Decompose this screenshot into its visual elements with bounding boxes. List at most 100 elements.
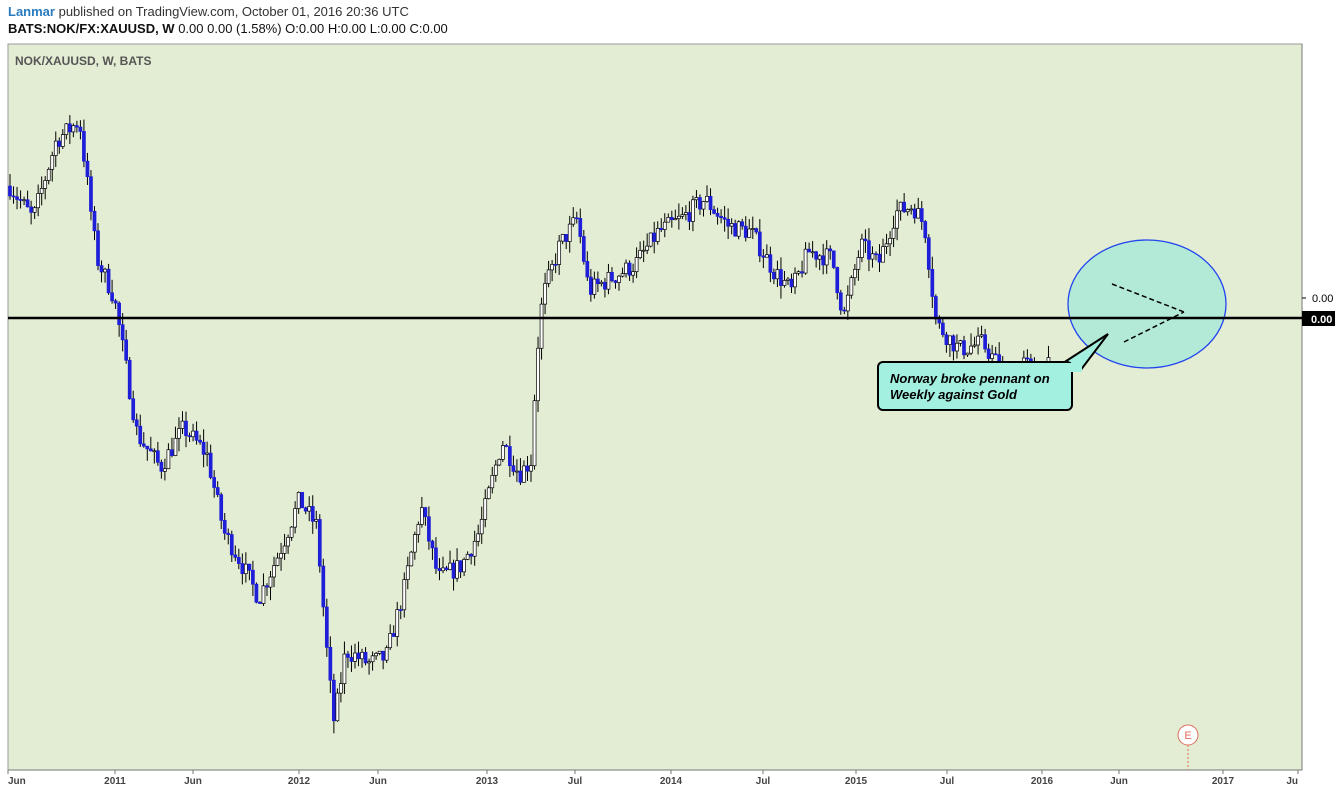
candle-body — [659, 228, 664, 230]
candle-body — [455, 560, 459, 579]
candle-body — [451, 562, 456, 579]
candle-body — [500, 445, 505, 460]
price-scale[interactable] — [1302, 44, 1343, 770]
candle-body — [888, 238, 892, 245]
candle-body — [314, 519, 319, 522]
candle-body — [610, 271, 614, 282]
candle-body — [578, 218, 583, 237]
candle-body — [29, 206, 33, 213]
candle-body — [923, 221, 928, 239]
candle-body — [912, 208, 917, 219]
candle-body — [747, 228, 752, 238]
candle-body — [536, 347, 540, 402]
candle-body — [8, 185, 12, 197]
candle-body — [388, 633, 393, 649]
candle-body — [701, 201, 706, 210]
candle-body — [779, 269, 783, 286]
candle-body — [272, 565, 276, 578]
candle-body — [321, 565, 326, 608]
candle-body — [522, 465, 526, 483]
candle-body — [377, 650, 382, 654]
pennant-trendline — [1111, 283, 1185, 313]
candle-body — [641, 249, 646, 252]
candle-body — [969, 345, 973, 354]
candle-body — [930, 269, 935, 297]
candles-group — [8, 115, 1051, 734]
candle-body — [469, 553, 474, 557]
candle-body — [557, 240, 562, 265]
author-link[interactable]: Lanmar — [8, 4, 55, 19]
candle-body — [842, 309, 847, 312]
callout-line1: Norway broke pennant on — [890, 371, 1050, 386]
candle-body — [187, 435, 192, 438]
candle-body — [831, 250, 836, 268]
candle-body — [490, 475, 495, 489]
candle-body — [82, 131, 86, 162]
candle-body — [60, 134, 65, 147]
candle-body — [229, 534, 234, 556]
candle-body — [163, 468, 167, 472]
candle-body — [782, 280, 787, 286]
candle-body — [342, 653, 347, 685]
candle-body — [113, 300, 118, 304]
candle-body — [145, 445, 150, 450]
earnings-marker[interactable] — [1177, 724, 1199, 746]
candle-body — [222, 519, 227, 534]
candle-body — [261, 585, 266, 604]
candle-body — [895, 210, 899, 229]
plot-area[interactable] — [7, 43, 1303, 771]
candle-body — [916, 208, 921, 219]
callout-box[interactable] — [877, 361, 1073, 411]
candle-body — [571, 217, 576, 225]
candle-body — [324, 606, 329, 648]
candle-body — [807, 248, 811, 253]
candle-body — [796, 271, 801, 274]
candle-body — [870, 253, 875, 260]
candle-body — [740, 221, 745, 227]
candle-body — [634, 257, 639, 273]
candle-body — [43, 180, 48, 189]
candle-body — [905, 209, 910, 213]
candle-body — [85, 160, 90, 178]
candle-body — [381, 650, 385, 661]
candle-body — [32, 207, 37, 213]
candle-body — [50, 155, 55, 170]
candle-body — [370, 655, 375, 663]
candle-body — [89, 176, 93, 212]
candle-body — [898, 201, 903, 212]
candle-body — [574, 217, 579, 220]
candle-body — [729, 223, 734, 227]
ohlc-values: 0.00 0.00 (1.58%) O:0.00 H:0.00 L:0.00 C… — [178, 21, 448, 36]
callout-line2: Weekly against Gold — [890, 387, 1018, 402]
candle-body — [757, 231, 762, 257]
candle-body — [339, 683, 343, 694]
candle-body — [444, 567, 449, 570]
candle-body — [986, 348, 991, 359]
candle-body — [402, 579, 407, 611]
candle-body — [106, 268, 111, 294]
candle-body — [131, 398, 136, 421]
candle-body — [465, 553, 470, 560]
time-axis[interactable]: Jun 2011 Jun 2012 Jun 2013 Jul 2014 Jul 2015 Jul 20… — [7, 770, 1299, 787]
candle-body — [265, 585, 269, 588]
candle-body — [736, 221, 741, 237]
symbol-line: BATS:NOK/FX:XAUUSD, W 0.00 0.00 (1.58%) … — [8, 21, 448, 36]
candle-body — [845, 294, 850, 312]
candle-body — [96, 230, 100, 266]
candle-body — [448, 562, 452, 570]
candle-body — [367, 661, 371, 664]
x-tick-label: 2015 — [845, 776, 868, 787]
candle-body — [909, 208, 914, 211]
candle-body — [712, 209, 716, 214]
candle-body — [279, 553, 283, 559]
candle-body — [127, 359, 132, 400]
candle-body — [434, 547, 438, 569]
candle-body — [476, 533, 481, 542]
candle-body — [57, 140, 62, 147]
candle-body — [666, 217, 671, 223]
candle-body — [567, 223, 572, 242]
candle-body — [515, 470, 519, 473]
candle-body — [317, 519, 322, 567]
candle-body — [993, 353, 998, 356]
